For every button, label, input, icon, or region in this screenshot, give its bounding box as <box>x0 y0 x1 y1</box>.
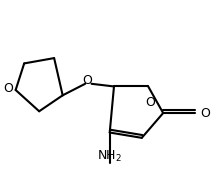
Text: O: O <box>4 82 14 95</box>
Text: O: O <box>145 96 155 109</box>
Text: NH$_2$: NH$_2$ <box>97 149 122 165</box>
Text: O: O <box>201 107 210 120</box>
Text: O: O <box>82 74 92 87</box>
